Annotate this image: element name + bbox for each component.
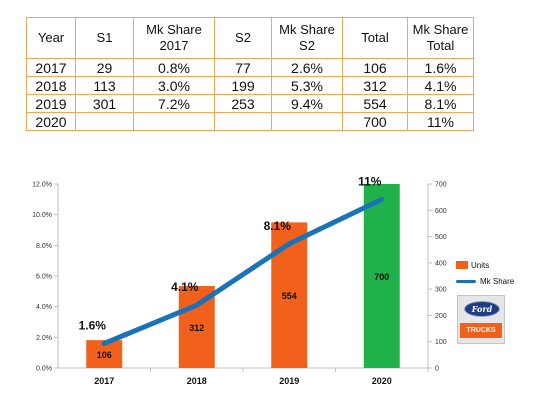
- table-cell: 1.6%: [407, 58, 474, 77]
- table-cell: [214, 112, 272, 131]
- table-cell: 312: [342, 76, 408, 95]
- right-tick-label: 100: [435, 339, 447, 346]
- right-tick-label: 500: [435, 234, 447, 241]
- units-bar: [363, 184, 400, 368]
- mk-share-point: [101, 340, 107, 346]
- col-total: Total: [342, 17, 408, 59]
- table-cell: 700: [342, 112, 408, 131]
- units-bar-label: 554: [282, 291, 297, 301]
- table-row: 2019 301 7.2% 253 9.4% 554 8.1%: [26, 94, 474, 113]
- table-header-row: Year S1 Mk Share 2017 S2 Mk Share S2 Total…: [26, 17, 474, 59]
- right-tick-label: 0: [435, 366, 439, 373]
- units-bar-label: 700: [374, 272, 389, 282]
- ford-oval-logo: Ford: [464, 301, 500, 317]
- table-cell: 77: [214, 58, 272, 77]
- right-tick-label: 700: [435, 182, 447, 189]
- table-cell: 5.3%: [271, 76, 343, 95]
- left-tick-label: 8.0%: [36, 243, 52, 250]
- legend-units-swatch: [456, 261, 468, 269]
- x-tick-label: 2018: [187, 376, 207, 386]
- table-cell: 113: [75, 76, 134, 95]
- left-tick-label: 12.0%: [32, 182, 52, 189]
- units-bar-label: 312: [189, 323, 204, 333]
- table-cell: [271, 112, 343, 131]
- table-cell: 11%: [407, 112, 474, 131]
- x-tick-label: 2019: [279, 376, 299, 386]
- table-cell: 3.0%: [133, 76, 215, 95]
- table-cell: 2020: [26, 112, 76, 131]
- left-tick-label: 2.0%: [36, 335, 52, 342]
- col-s1: S1: [75, 17, 134, 59]
- mk-share-point: [379, 196, 385, 202]
- right-tick-label: 200: [435, 313, 447, 320]
- units-share-chart: 0.0% 2.0% 4.0% 6.0% 8.0% 10.0% 12.0% 0 100 200 300…: [32, 174, 447, 386]
- table-row: 2020 700 11%: [26, 112, 474, 131]
- col-year: Year: [26, 17, 76, 59]
- table-cell: 2.6%: [271, 58, 343, 77]
- table-cell: 7.2%: [133, 94, 215, 113]
- table-cell: 2018: [26, 76, 76, 95]
- right-tick-label: 300: [435, 287, 447, 294]
- ford-logo-text: Ford: [471, 304, 493, 314]
- left-tick-label: 6.0%: [36, 274, 52, 281]
- right-tick-label: 600: [435, 208, 447, 215]
- table-cell: 0.8%: [133, 58, 215, 77]
- table-cell: 8.1%: [407, 94, 474, 113]
- units-bar-label: 106: [97, 350, 112, 360]
- table-row: 2017 29 0.8% 77 2.6% 106 1.6%: [26, 58, 474, 77]
- table-cell: [133, 112, 215, 131]
- mk-share-point: [286, 241, 292, 247]
- left-tick-label: 4.0%: [36, 304, 52, 311]
- table-row: 2018 113 3.0% 199 5.3% 312 4.1%: [26, 76, 474, 95]
- chart-legend: Units Mk Share: [456, 257, 514, 289]
- table-cell: 106: [342, 58, 408, 77]
- table-cell: 2017: [26, 58, 76, 77]
- mk-share-point: [194, 302, 200, 308]
- legend-mk-share: Mk Share: [456, 273, 514, 289]
- mk-share-label: 4.1%: [171, 280, 199, 294]
- table-cell: 199: [214, 76, 272, 95]
- mk-share-label: 11%: [358, 174, 382, 188]
- mk-share-label: 8.1%: [264, 219, 292, 233]
- col-mk-share-total: Mk Share Total: [407, 17, 474, 59]
- trucks-banner: TRUCKS: [460, 323, 502, 338]
- left-tick-label: 0.0%: [36, 366, 52, 373]
- col-mk-share-2017: Mk Share 2017: [133, 17, 215, 59]
- legend-units-label: Units: [471, 260, 490, 270]
- table-cell: 554: [342, 94, 408, 113]
- table-cell: 301: [75, 94, 134, 113]
- table-cell: 2019: [26, 94, 76, 113]
- col-mk-share-s2: Mk Share S2: [271, 17, 343, 59]
- col-s2: S2: [214, 17, 272, 59]
- mk-share-label: 1.6%: [79, 318, 107, 332]
- mk-share-line: [101, 196, 385, 346]
- x-tick-label: 2017: [94, 376, 114, 386]
- x-tick-label: 2020: [372, 376, 392, 386]
- left-tick-label: 10.0%: [32, 212, 52, 219]
- table-cell: 9.4%: [271, 94, 343, 113]
- table-cell: [75, 112, 134, 131]
- legend-units: Units: [456, 257, 514, 273]
- legend-line-swatch: [456, 279, 476, 283]
- ford-trucks-logo: Ford TRUCKS: [457, 295, 505, 344]
- summary-table: Year S1 Mk Share 2017 S2 Mk Share S2 Total…: [26, 17, 474, 131]
- right-tick-label: 400: [435, 260, 447, 267]
- table-cell: 253: [214, 94, 272, 113]
- table-cell: 29: [75, 58, 134, 77]
- legend-mk-share-label: Mk Share: [480, 276, 515, 286]
- table-cell: 4.1%: [407, 76, 474, 95]
